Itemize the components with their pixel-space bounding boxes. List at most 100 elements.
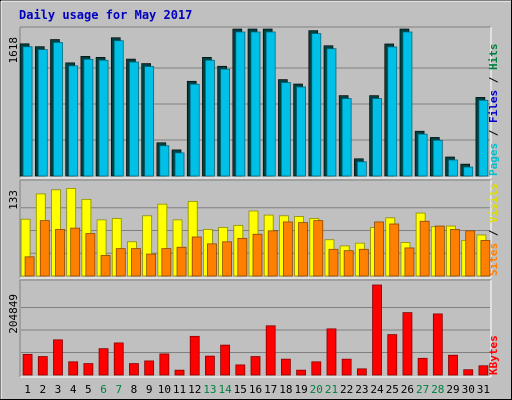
- bar-sites: [465, 230, 476, 277]
- bar-sites: [450, 229, 460, 277]
- x-tick-label: 23: [355, 383, 368, 396]
- bar-sites: [85, 233, 96, 277]
- bar-pages: [174, 152, 185, 177]
- bar-sites: [434, 225, 445, 277]
- bar-sites: [282, 221, 293, 277]
- x-tick-label: 16: [249, 383, 262, 396]
- bar-sites: [343, 250, 354, 277]
- bar-pages: [280, 82, 291, 177]
- x-tick-label: 22: [340, 383, 353, 396]
- x-tick-label: 6: [100, 383, 107, 396]
- bar-sites: [146, 253, 157, 277]
- bar-kbytes: [53, 339, 63, 376]
- x-tick-label: 17: [264, 383, 277, 396]
- x-tick-label: 2: [39, 383, 46, 396]
- bar-sites: [267, 230, 278, 277]
- bar-sites: [252, 233, 263, 277]
- bar-sites: [131, 248, 141, 277]
- x-tick-label: 5: [85, 383, 92, 396]
- bar-pages: [22, 46, 33, 177]
- bar-pages: [341, 98, 352, 177]
- bar-sites: [374, 221, 384, 277]
- x-tick-label: 10: [158, 383, 171, 396]
- bar-pages: [37, 49, 48, 177]
- x-tick-label: 28: [431, 383, 444, 396]
- bar-sites: [313, 220, 324, 277]
- bar-kbytes: [463, 369, 474, 376]
- bar-pages: [250, 31, 261, 177]
- panel-max-label: 204849: [7, 294, 20, 334]
- bar-pages: [356, 161, 367, 177]
- bar-sites: [207, 243, 217, 277]
- panel-legend: Pages / Files / Hits: [487, 44, 500, 177]
- bar-kbytes: [311, 361, 322, 376]
- bar-kbytes: [341, 358, 352, 376]
- legend-separator: /: [487, 70, 500, 90]
- bar-pages: [296, 86, 306, 177]
- legend-entry: Visits: [487, 183, 500, 223]
- bar-sites: [39, 220, 50, 277]
- bar-kbytes: [113, 342, 124, 376]
- x-tick-label: 25: [386, 383, 399, 396]
- bar-sites: [222, 241, 233, 277]
- bar-kbytes: [356, 368, 367, 376]
- legend-entry: KBytes: [487, 335, 500, 375]
- bar-sites: [328, 248, 339, 277]
- bar-pages: [113, 40, 124, 177]
- bar-kbytes: [372, 284, 382, 376]
- panel-pages-files-hits: 1618 Pages / Files / Hits: [7, 26, 500, 179]
- bar-kbytes: [174, 369, 185, 376]
- bar-kbytes: [220, 344, 231, 376]
- panel-max-label: 133: [7, 190, 20, 210]
- legend-entry: Pages: [487, 143, 500, 176]
- bar-kbytes: [448, 354, 458, 376]
- bar-kbytes: [129, 363, 139, 376]
- bar-pages: [387, 46, 398, 177]
- x-tick-label: 20: [310, 383, 323, 396]
- x-tick-label: 24: [370, 383, 384, 396]
- bar-sites: [358, 248, 369, 277]
- bar-kbytes: [280, 358, 291, 376]
- x-tick-label: 15: [234, 383, 247, 396]
- legend-entry: Hits: [487, 44, 500, 71]
- bar-pages: [83, 58, 94, 177]
- bar-sites: [70, 227, 81, 277]
- bar-kbytes: [478, 365, 489, 376]
- bar-pages: [463, 166, 474, 177]
- x-tick-label: 9: [146, 383, 153, 396]
- bar-kbytes: [296, 369, 306, 376]
- bar-sites: [100, 255, 111, 277]
- x-tick-label: 4: [70, 383, 77, 396]
- bar-sites: [419, 220, 430, 277]
- bar-pages: [68, 65, 79, 177]
- bar-pages: [417, 133, 428, 177]
- bar-sites: [389, 223, 400, 277]
- bar-pages: [235, 31, 246, 177]
- bar-pages: [189, 83, 200, 177]
- bar-pages: [220, 68, 231, 177]
- x-tick-label: 11: [173, 383, 186, 396]
- x-tick-label: 8: [131, 383, 138, 396]
- bar-kbytes: [159, 353, 170, 376]
- x-tick-label: 29: [446, 383, 459, 396]
- bar-sites: [176, 246, 187, 277]
- chart-title: Daily usage for May 2017: [19, 8, 192, 22]
- panel-legend: KBytes: [487, 335, 500, 375]
- bar-sites: [404, 247, 415, 277]
- bar-kbytes: [402, 312, 413, 376]
- bar-kbytes: [83, 363, 94, 376]
- bar-sites: [480, 240, 491, 277]
- bar-pages: [159, 145, 170, 177]
- bar-sites: [161, 248, 172, 277]
- bar-sites: [237, 237, 248, 277]
- bar-kbytes: [144, 360, 155, 376]
- bar-kbytes: [37, 356, 48, 376]
- x-tick-label: 18: [279, 383, 292, 396]
- bar-kbytes: [250, 356, 261, 376]
- bar-kbytes: [22, 353, 33, 376]
- bar-pages: [144, 66, 155, 177]
- bar-pages: [478, 99, 489, 177]
- x-tick-label: 19: [294, 383, 307, 396]
- x-tick-label: 21: [325, 383, 338, 396]
